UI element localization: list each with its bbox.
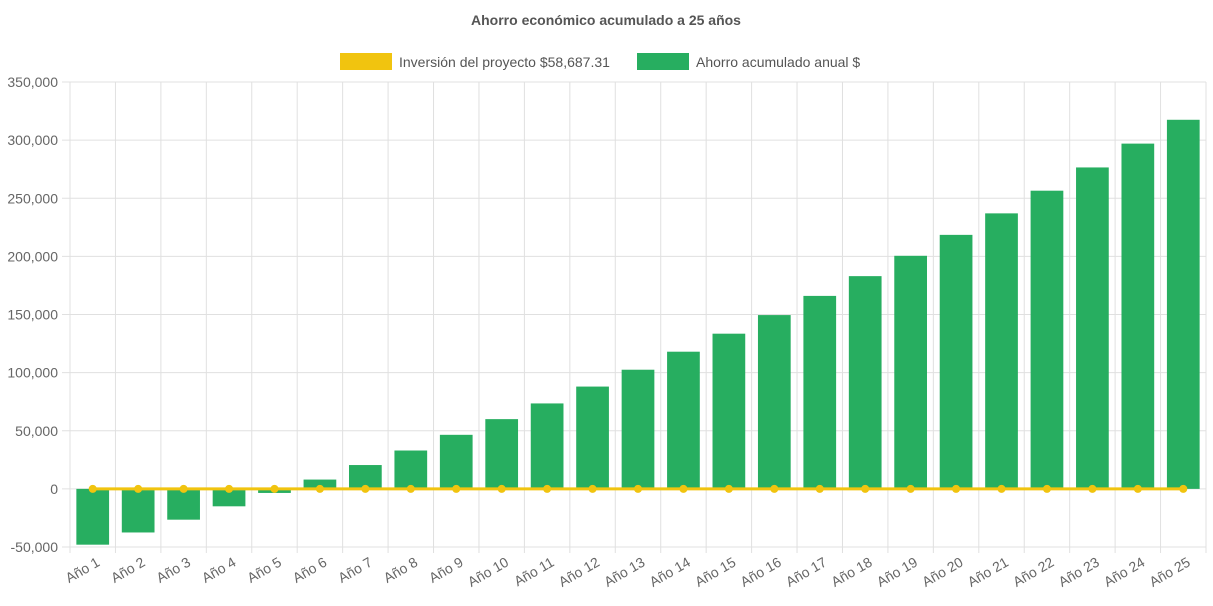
x-tick-label: Año 3: [153, 554, 193, 586]
x-tick-label: Año 15: [692, 554, 739, 590]
y-axis: 350,000 300,000 250,000 200,000 150,000 100,0…: [7, 74, 58, 555]
bar[interactable]: [394, 450, 428, 489]
x-tick-label: Año 12: [556, 554, 603, 590]
x-tick-label: Año 24: [1101, 554, 1148, 590]
investment-point[interactable]: [815, 484, 824, 493]
x-axis: Año 1 Año 2 Año 3 Año 4 Año 5 Año 6 Año 7 Año 8…: [63, 554, 1193, 590]
x-tick-label: Año 2: [108, 554, 148, 586]
bar[interactable]: [848, 276, 882, 489]
bar[interactable]: [803, 295, 837, 489]
x-tick-label: Año 18: [828, 554, 875, 590]
bar[interactable]: [894, 255, 927, 489]
investment-point[interactable]: [770, 484, 779, 493]
investment-point[interactable]: [88, 484, 97, 493]
investment-point[interactable]: [634, 484, 642, 493]
y-tick-label: -50,000: [11, 539, 59, 555]
x-tick-label: Año 6: [290, 554, 330, 586]
x-tick-label: Año 13: [601, 554, 648, 590]
investment-point[interactable]: [861, 484, 870, 493]
legend-label-savings: Ahorro acumulado anual $: [696, 54, 860, 70]
bar[interactable]: [76, 488, 110, 545]
legend-swatch-investment: [340, 53, 392, 70]
bar[interactable]: [349, 465, 382, 489]
x-tick-label: Año 17: [783, 554, 830, 590]
investment-point[interactable]: [906, 484, 915, 493]
investment-point[interactable]: [315, 484, 324, 493]
x-tick-label: Año 4: [199, 554, 239, 586]
bar[interactable]: [303, 479, 337, 489]
investment-point[interactable]: [1179, 484, 1188, 493]
legend-item-investment[interactable]: Inversión del proyecto $58,687.31: [340, 53, 610, 70]
y-tick-label: 350,000: [7, 74, 58, 90]
bars: [76, 119, 1200, 545]
x-tick-label: Año 19: [874, 554, 921, 590]
bar[interactable]: [1121, 143, 1155, 489]
investment-point[interactable]: [997, 484, 1006, 493]
bar[interactable]: [757, 315, 791, 489]
investment-point[interactable]: [1088, 484, 1097, 493]
y-tick-label: 150,000: [7, 307, 58, 323]
investment-point[interactable]: [225, 484, 234, 493]
y-tick-label: 200,000: [7, 248, 58, 264]
y-tick-label: 250,000: [7, 190, 58, 206]
bar[interactable]: [167, 488, 200, 520]
investment-point[interactable]: [361, 484, 370, 493]
legend-item-savings[interactable]: Ahorro acumulado anual $: [637, 53, 860, 70]
y-tick-label: 0: [50, 481, 58, 497]
legend: Inversión del proyecto $58,687.31 Ahorro…: [340, 53, 860, 70]
bar[interactable]: [712, 333, 746, 489]
x-tick-label: Año 1: [63, 554, 103, 586]
x-tick-label: Año 20: [919, 554, 966, 590]
investment-point[interactable]: [179, 484, 188, 493]
investment-point[interactable]: [452, 484, 461, 493]
investment-point[interactable]: [952, 484, 961, 493]
y-tick-label: 50,000: [15, 423, 58, 439]
x-tick-label: Año 10: [465, 554, 512, 590]
bar[interactable]: [1030, 190, 1064, 489]
x-tick-label: Año 21: [965, 554, 1012, 590]
bar[interactable]: [530, 403, 564, 489]
investment-point[interactable]: [724, 484, 733, 493]
investment-point[interactable]: [679, 484, 688, 493]
investment-point[interactable]: [497, 484, 506, 493]
bar[interactable]: [985, 213, 1018, 489]
bar[interactable]: [621, 369, 655, 489]
investment-point[interactable]: [406, 484, 415, 493]
bar[interactable]: [1076, 167, 1109, 489]
y-tick-label: 100,000: [7, 365, 58, 381]
investment-point[interactable]: [270, 484, 279, 493]
grid: [62, 81, 1207, 553]
x-tick-label: Año 23: [1055, 554, 1102, 590]
investment-line: [88, 484, 1188, 493]
x-tick-label: Año 11: [511, 554, 557, 590]
investment-point[interactable]: [134, 484, 143, 493]
investment-point[interactable]: [588, 484, 597, 493]
x-tick-label: Año 14: [647, 554, 694, 590]
bar[interactable]: [576, 386, 609, 489]
investment-point[interactable]: [543, 484, 552, 493]
bar[interactable]: [212, 488, 246, 507]
legend-swatch-savings: [637, 53, 689, 70]
bar[interactable]: [485, 419, 519, 489]
bar[interactable]: [1166, 119, 1200, 489]
x-tick-label: Año 9: [426, 554, 466, 586]
x-tick-label: Año 22: [1010, 554, 1057, 590]
investment-point[interactable]: [1133, 484, 1142, 493]
chart-title: Ahorro económico acumulado a 25 años: [471, 12, 741, 28]
y-tick-label: 300,000: [7, 132, 58, 148]
x-tick-label: Año 8: [381, 554, 421, 586]
bar[interactable]: [121, 488, 155, 533]
legend-label-investment: Inversión del proyecto $58,687.31: [399, 54, 610, 70]
x-tick-label: Año 5: [244, 554, 284, 586]
x-tick-label: Año 25: [1146, 554, 1193, 590]
bar[interactable]: [439, 434, 473, 489]
x-tick-label: Año 7: [335, 554, 375, 586]
investment-point[interactable]: [1042, 484, 1051, 493]
bar[interactable]: [667, 351, 700, 489]
bar[interactable]: [939, 234, 973, 489]
x-tick-label: Año 16: [737, 554, 784, 590]
